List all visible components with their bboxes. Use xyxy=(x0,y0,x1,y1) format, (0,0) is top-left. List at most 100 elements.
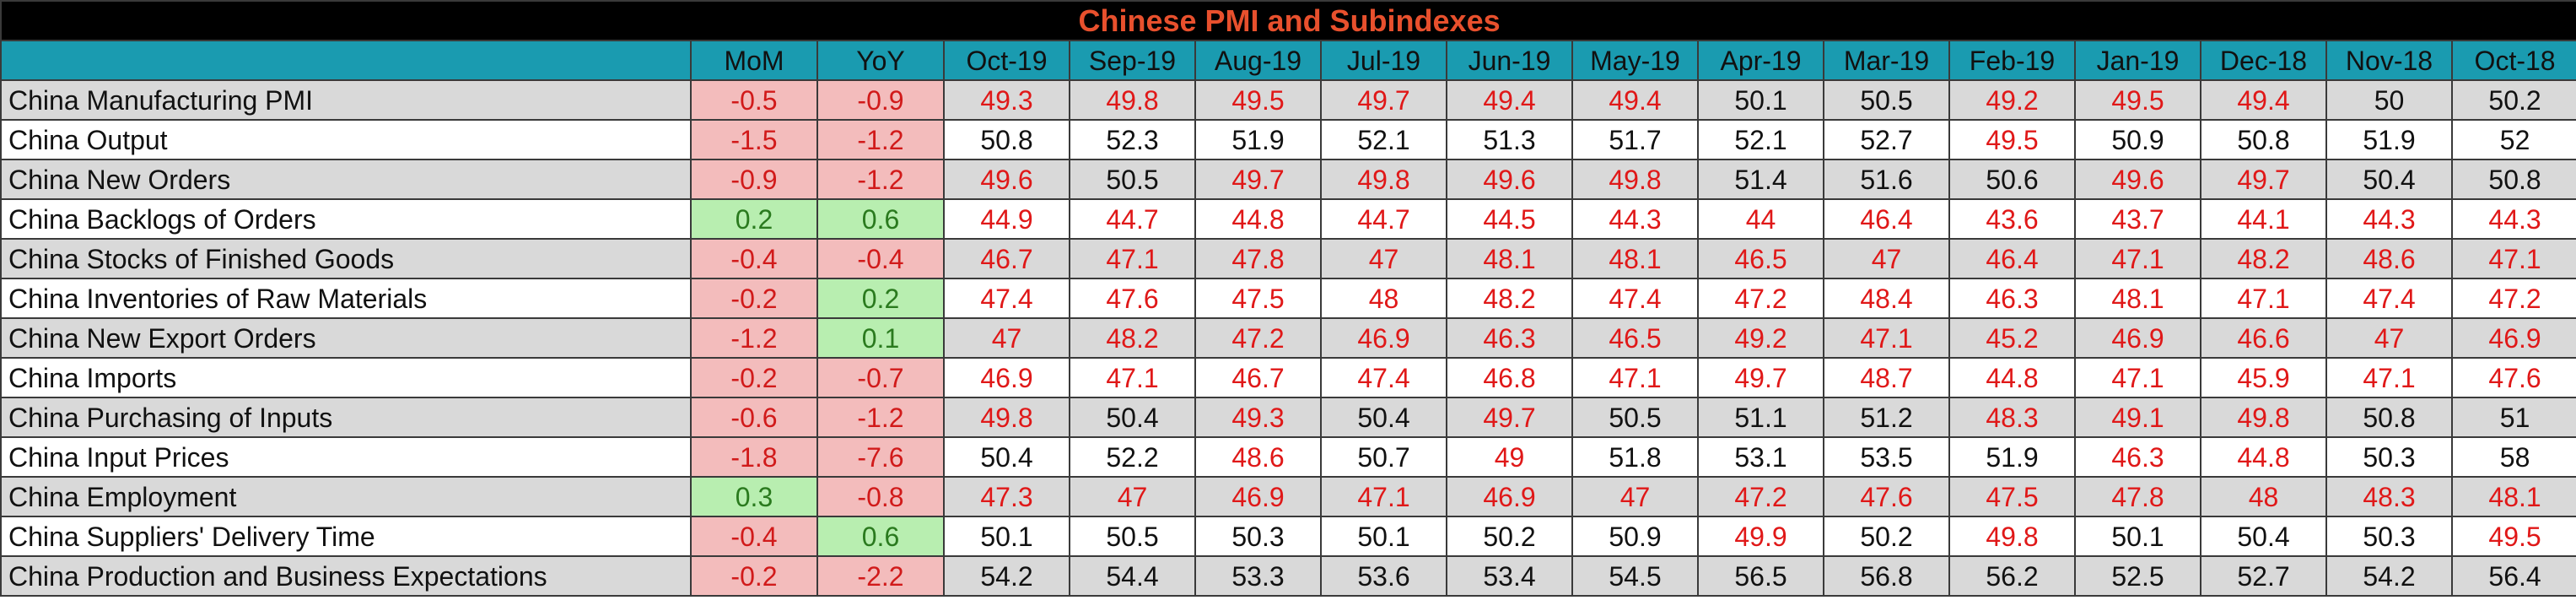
value-cell: 43.6 xyxy=(1948,198,2076,240)
column-header: YoY xyxy=(816,40,945,81)
value-cell: 44.3 xyxy=(2450,198,2576,240)
table-row: China Imports -0.2 -0.7 46.9 47.1 46.7 47.4 46.… xyxy=(0,357,2576,398)
value-cell: 46.7 xyxy=(1194,357,1322,398)
value-cell: 50.3 xyxy=(2325,516,2453,557)
column-header: Jul-19 xyxy=(1320,40,1447,81)
title-row: Chinese PMI and Subindexes xyxy=(0,0,2576,41)
value-cell: 49.4 xyxy=(1571,79,1699,121)
value-cell: 53.6 xyxy=(1320,555,1447,597)
value-cell: 48.6 xyxy=(2325,238,2453,279)
value-cell: 49.4 xyxy=(2200,79,2327,121)
value-cell: 48.1 xyxy=(1446,238,1573,279)
value-cell: 48.1 xyxy=(1571,238,1699,279)
value-cell: 48.1 xyxy=(2074,278,2201,319)
value-cell: 47.1 xyxy=(1823,317,1950,359)
value-cell: 50.9 xyxy=(2074,119,2201,160)
row-label: China Input Prices xyxy=(0,436,692,478)
value-cell: 47 xyxy=(943,317,1070,359)
column-header: Sep-19 xyxy=(1069,40,1196,81)
value-cell: 49 xyxy=(1446,436,1573,478)
value-cell: 46.9 xyxy=(1194,476,1322,517)
row-label: China New Export Orders xyxy=(0,317,692,359)
row-label: China Employment xyxy=(0,476,692,517)
yoy-cell: 0.6 xyxy=(816,198,945,240)
column-header: Aug-19 xyxy=(1194,40,1322,81)
value-cell: 46.4 xyxy=(1948,238,2076,279)
value-cell: 50.9 xyxy=(1571,516,1699,557)
value-cell: 54.2 xyxy=(2325,555,2453,597)
value-cell: 50.6 xyxy=(1948,159,2076,200)
value-cell: 50.2 xyxy=(1823,516,1950,557)
column-header: Dec-18 xyxy=(2200,40,2327,81)
value-cell: 52.7 xyxy=(2200,555,2327,597)
value-cell: 44.8 xyxy=(1948,357,2076,398)
mom-cell: -0.9 xyxy=(690,159,818,200)
value-cell: 51 xyxy=(2450,397,2576,438)
value-cell: 45.2 xyxy=(1948,317,2076,359)
yoy-cell: -0.4 xyxy=(816,238,945,279)
yoy-cell: -0.7 xyxy=(816,357,945,398)
value-cell: 50.4 xyxy=(943,436,1070,478)
table-row: China Purchasing of Inputs -0.6 -1.2 49.8 50… xyxy=(0,397,2576,438)
mom-cell: 0.3 xyxy=(690,476,818,517)
value-cell: 53.3 xyxy=(1194,555,1322,597)
value-cell: 49.6 xyxy=(2074,159,2201,200)
table-title: Chinese PMI and Subindexes xyxy=(0,0,2576,41)
value-cell: 47.4 xyxy=(2325,278,2453,319)
row-label: China Purchasing of Inputs xyxy=(0,397,692,438)
value-cell: 49.9 xyxy=(1697,516,1824,557)
mom-cell: -0.4 xyxy=(690,238,818,279)
value-cell: 46.9 xyxy=(1320,317,1447,359)
value-cell: 46.6 xyxy=(2200,317,2327,359)
value-cell: 47.2 xyxy=(2450,278,2576,319)
value-cell: 46.5 xyxy=(1571,317,1699,359)
value-cell: 53.5 xyxy=(1823,436,1950,478)
value-cell: 47.1 xyxy=(2450,238,2576,279)
value-cell: 52.5 xyxy=(2074,555,2201,597)
mom-cell: -0.4 xyxy=(690,516,818,557)
value-cell: 49.1 xyxy=(2074,397,2201,438)
row-label: China Backlogs of Orders xyxy=(0,198,692,240)
value-cell: 50.1 xyxy=(943,516,1070,557)
table-row: China Manufacturing PMI -0.5 -0.9 49.3 49.8 4… xyxy=(0,79,2576,121)
header-row: MoM YoY Oct-19 Sep-19 Aug-19 Jul-19 Jun-19 May-… xyxy=(0,40,2576,81)
value-cell: 47.6 xyxy=(2450,357,2576,398)
value-cell: 48 xyxy=(1320,278,1447,319)
mom-cell: -0.5 xyxy=(690,79,818,121)
value-cell: 49.6 xyxy=(943,159,1070,200)
value-cell: 50.8 xyxy=(943,119,1070,160)
table-row: China Inventories of Raw Materials -0.2 0.… xyxy=(0,278,2576,319)
table-row: China Input Prices -1.8 -7.6 50.4 52.2 48.6 50… xyxy=(0,436,2576,478)
value-cell: 56.4 xyxy=(2450,555,2576,597)
value-cell: 47.2 xyxy=(1194,317,1322,359)
value-cell: 47 xyxy=(1320,238,1447,279)
value-cell: 54.5 xyxy=(1571,555,1699,597)
column-header: Nov-18 xyxy=(2325,40,2453,81)
value-cell: 49.8 xyxy=(1571,159,1699,200)
value-cell: 48.7 xyxy=(1823,357,1950,398)
value-cell: 51.7 xyxy=(1571,119,1699,160)
yoy-cell: 0.6 xyxy=(816,516,945,557)
mom-cell: 0.2 xyxy=(690,198,818,240)
value-cell: 46.9 xyxy=(2074,317,2201,359)
yoy-cell: -0.9 xyxy=(816,79,945,121)
value-cell: 47.5 xyxy=(1194,278,1322,319)
value-cell: 50.2 xyxy=(2450,79,2576,121)
value-cell: 49.8 xyxy=(1320,159,1447,200)
value-cell: 47.4 xyxy=(1571,278,1699,319)
value-cell: 50.4 xyxy=(2200,516,2327,557)
column-header: Oct-19 xyxy=(943,40,1070,81)
value-cell: 47.1 xyxy=(2074,238,2201,279)
value-cell: 48.1 xyxy=(2450,476,2576,517)
value-cell: 46.3 xyxy=(2074,436,2201,478)
value-cell: 47 xyxy=(1571,476,1699,517)
mom-cell: -0.6 xyxy=(690,397,818,438)
value-cell: 50.5 xyxy=(1571,397,1699,438)
column-header: Feb-19 xyxy=(1948,40,2076,81)
column-header: May-19 xyxy=(1571,40,1699,81)
value-cell: 44.7 xyxy=(1069,198,1196,240)
value-cell: 47 xyxy=(1823,238,1950,279)
mom-cell: -0.2 xyxy=(690,278,818,319)
value-cell: 48.2 xyxy=(2200,238,2327,279)
value-cell: 48.2 xyxy=(1069,317,1196,359)
